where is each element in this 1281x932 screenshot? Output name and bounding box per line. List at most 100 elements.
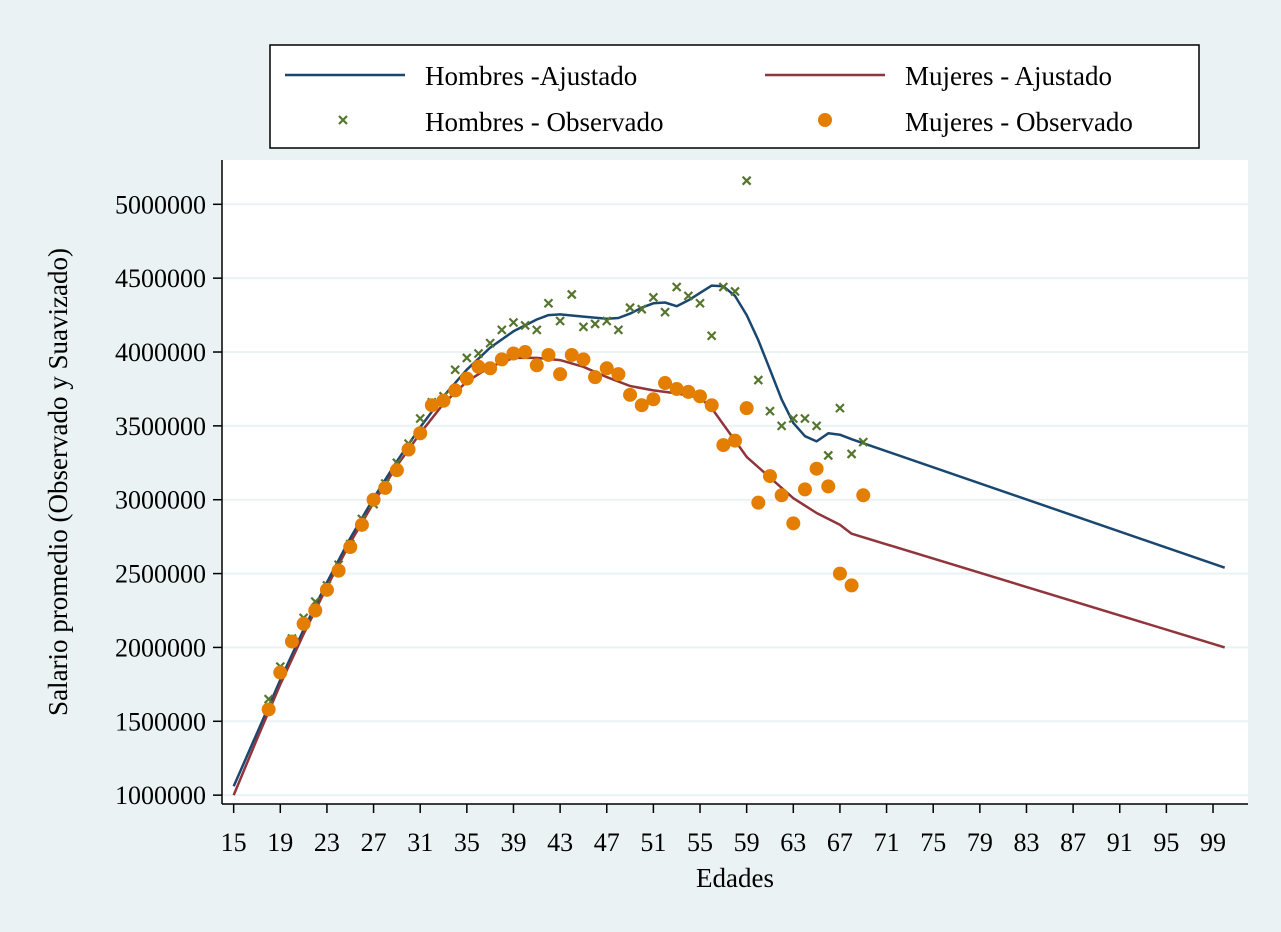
y-tick-label: 1000000: [115, 781, 206, 810]
legend-label-hombres-observado: Hombres - Observado: [425, 107, 663, 137]
hombres-observado-point: [660, 307, 670, 317]
hombres-observado-point: [753, 375, 764, 385]
mujeres-observado-point: [751, 495, 766, 510]
mujeres-observado-point: [797, 482, 812, 497]
x-tick-label: 75: [920, 828, 946, 857]
mujeres-observado-point: [331, 563, 346, 578]
x-tick-label: 19: [267, 828, 293, 857]
y-tick-label: 3500000: [115, 412, 206, 441]
x-tick-label: 39: [500, 828, 526, 857]
mujeres-observado-point: [588, 370, 603, 385]
mujeres-observado-point: [844, 578, 859, 593]
hombres-observado-point: [601, 316, 612, 326]
hombres-observado-point: [776, 421, 787, 431]
mujeres-observado-point: [471, 359, 486, 374]
x-tick-label: 87: [1060, 828, 1086, 857]
mujeres-observado-point: [448, 383, 463, 398]
x-tick-label: 99: [1200, 828, 1226, 857]
mujeres-observado-point: [762, 469, 777, 484]
hombres-observado-point: [450, 364, 460, 375]
mujeres-observado-point: [413, 426, 428, 441]
mujeres-observado-point: [494, 352, 509, 367]
x-tick-label: 15: [221, 828, 247, 857]
mujeres-observado-point: [716, 438, 731, 453]
legend-swatch-hombres-observado: [338, 115, 348, 125]
y-tick-label: 2000000: [115, 633, 206, 662]
x-tick-label: 83: [1013, 828, 1039, 857]
mujeres-observado-point: [389, 463, 404, 478]
mujeres-observado-point: [821, 479, 836, 494]
hombres-observado-point: [590, 319, 600, 329]
hombres-observado-point: [706, 330, 717, 341]
mujeres-observado-point: [669, 381, 684, 396]
mujeres-observado-point: [611, 367, 626, 382]
y-tick-label: 5000000: [115, 190, 206, 219]
hombres-observado-point: [613, 325, 624, 335]
hombres-observado-point: [846, 449, 857, 459]
legend-swatch-mujeres-observado: [818, 113, 832, 127]
hombres-observado-point: [532, 325, 542, 335]
hombres-observado-point: [683, 291, 694, 301]
hombres-observado-point: [263, 694, 274, 704]
legend-label-mujeres-observado: Mujeres - Observado: [905, 107, 1133, 137]
x-tick-label: 23: [314, 828, 340, 857]
mujeres-observado-point: [366, 492, 381, 507]
x-tick-label: 91: [1107, 828, 1133, 857]
mujeres-observado-point: [436, 393, 451, 408]
mujeres-observado-point: [343, 539, 358, 554]
hombres-observado-point: [555, 316, 565, 326]
mujeres-observado-point: [273, 665, 288, 680]
mujeres-observado-point: [704, 398, 719, 413]
hombres-observado-point: [485, 338, 495, 348]
legend: Hombres -Ajustado Mujeres - Ajustado Hom…: [269, 44, 1200, 149]
mujeres-observado-point: [308, 603, 323, 618]
x-tick-label: 63: [780, 828, 806, 857]
x-tick-label: 79: [967, 828, 993, 857]
x-axis-title: Edades: [696, 863, 774, 893]
mujeres-observado-point: [599, 361, 614, 376]
hombres-observado-point: [765, 406, 775, 416]
mujeres-observado-point: [541, 347, 556, 362]
series-line-0: [232, 284, 1226, 787]
mujeres-observado-point: [378, 480, 393, 495]
x-axis-ticks: 15 19 23 27 31 35 39 43 47 51 55 59 63 67 71 75 79 83 87 91…: [221, 804, 1226, 857]
hombres-observado-point: [695, 298, 705, 309]
hombres-observado-point: [566, 289, 577, 300]
x-tick-label: 43: [547, 828, 573, 857]
mujeres-observado-point: [623, 387, 638, 402]
mujeres-observado-point: [296, 616, 311, 631]
x-tick-label: 47: [594, 828, 620, 857]
mujeres-observado-point: [553, 367, 568, 382]
hombres-observado-point: [800, 413, 810, 424]
x-tick-label: 95: [1153, 828, 1179, 857]
hombres-observado-point: [636, 304, 647, 314]
y-tick-label: 3000000: [115, 486, 206, 515]
hombres-observado-point: [788, 413, 799, 424]
y-tick-label: 4500000: [115, 264, 206, 293]
legend-box: [269, 44, 1200, 149]
y-tick-label: 1500000: [115, 707, 206, 736]
hombres-observado-point: [858, 437, 869, 447]
hombres-observado-point: [497, 325, 507, 335]
mujeres-observado-point: [483, 361, 498, 376]
hombres-observado-point: [473, 348, 484, 359]
hombres-observado-point: [578, 322, 589, 332]
grid-lines: [222, 203, 1248, 797]
hombres-observado-point: [741, 175, 752, 186]
mujeres-observado-point: [681, 384, 696, 399]
y-axis-title: Salario promedio (Observado y Suavizado): [43, 248, 73, 716]
mujeres-observado-point: [658, 376, 673, 391]
hombres-observado-point: [543, 298, 554, 309]
mujeres-observado-point: [529, 358, 544, 373]
hombres-observado-point: [415, 413, 425, 424]
mujeres-observado-point: [354, 517, 369, 532]
mujeres-observado-point: [319, 582, 334, 597]
legend-label-hombres-ajustado: Hombres -Ajustado: [425, 61, 637, 91]
mujeres-observado-point: [786, 516, 801, 531]
x-tick-label: 71: [874, 828, 900, 857]
hombres-observado-point: [520, 320, 530, 331]
mujeres-observado-point: [261, 702, 276, 717]
mujeres-observado-point: [424, 398, 439, 413]
hombres-observado-point: [625, 302, 635, 313]
